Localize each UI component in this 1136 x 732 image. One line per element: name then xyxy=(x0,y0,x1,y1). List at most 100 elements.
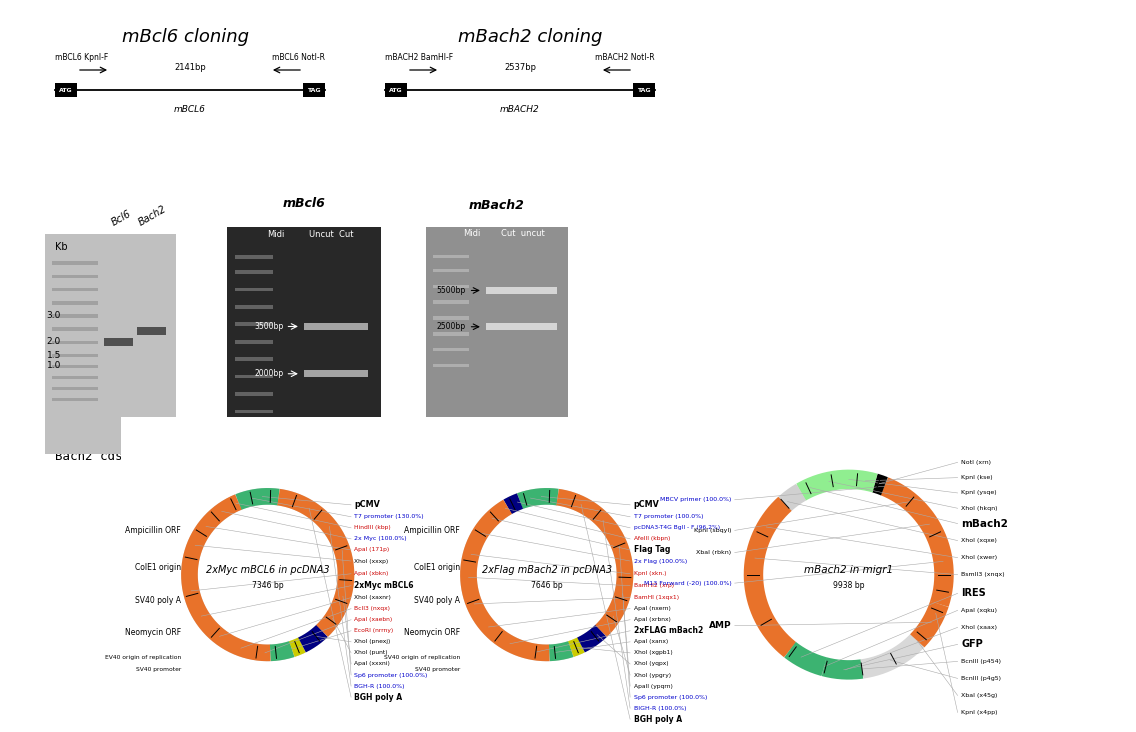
Text: 5500bp: 5500bp xyxy=(436,286,466,295)
Text: pCMV: pCMV xyxy=(354,501,381,509)
Bar xyxy=(433,300,469,304)
Text: 2537bp: 2537bp xyxy=(504,64,536,72)
Text: BGH-R (100.0%): BGH-R (100.0%) xyxy=(354,684,404,689)
Text: T7 promoter (100.0%): T7 promoter (100.0%) xyxy=(634,515,703,519)
Text: mBcl6: mBcl6 xyxy=(283,197,325,210)
Text: 2000bp: 2000bp xyxy=(254,369,284,378)
Text: XbaI (rbkn): XbaI (rbkn) xyxy=(696,550,732,555)
Text: mBACH2 NotI-R: mBACH2 NotI-R xyxy=(595,53,655,61)
Text: SV40 promoter: SV40 promoter xyxy=(135,668,181,673)
Bar xyxy=(486,323,557,330)
Bar xyxy=(486,287,557,294)
Bar xyxy=(304,323,368,330)
Text: Bcl6: Bcl6 xyxy=(109,208,133,228)
Text: AfeIII (kbpn): AfeIII (kbpn) xyxy=(634,537,670,542)
Bar xyxy=(433,332,469,335)
Bar xyxy=(52,288,98,291)
Text: MBCV primer (100.0%): MBCV primer (100.0%) xyxy=(660,497,732,502)
Bar xyxy=(55,83,77,97)
Text: ATG: ATG xyxy=(59,88,73,92)
Bar xyxy=(52,314,98,318)
Text: BGH poly A: BGH poly A xyxy=(354,692,402,701)
Bar xyxy=(304,370,368,378)
Text: EV40 origin of replication: EV40 origin of replication xyxy=(105,654,181,660)
Text: KpnI (xkn.): KpnI (xkn.) xyxy=(634,571,666,576)
Text: Neomycin ORF: Neomycin ORF xyxy=(125,628,181,637)
Text: Bach2 cds : 2520 bp: Bach2 cds : 2520 bp xyxy=(55,450,198,463)
Bar xyxy=(137,327,166,335)
Bar xyxy=(235,357,274,361)
Text: Bcl6 cds : 2124 bp: Bcl6 cds : 2124 bp xyxy=(55,430,190,443)
Text: BcnIII (p4g5): BcnIII (p4g5) xyxy=(961,676,1001,681)
Bar xyxy=(52,397,98,401)
Text: XhoI (xwer): XhoI (xwer) xyxy=(961,555,997,560)
Bar xyxy=(52,261,98,265)
Text: mBach2: mBach2 xyxy=(469,199,525,212)
Text: mBach2: mBach2 xyxy=(961,518,1008,529)
Text: TAG: TAG xyxy=(637,88,651,92)
Text: XhoI (xqxe): XhoI (xqxe) xyxy=(961,538,997,543)
Text: 1.0: 1.0 xyxy=(47,362,61,370)
Text: IRES: IRES xyxy=(961,589,986,598)
Bar xyxy=(385,83,407,97)
Text: mBach2 cloning: mBach2 cloning xyxy=(458,28,602,46)
Text: HindIII (kbp): HindIII (kbp) xyxy=(354,526,391,530)
Text: Bach2: Bach2 xyxy=(136,203,168,228)
Text: BIGH-R (100.0%): BIGH-R (100.0%) xyxy=(634,706,686,711)
Text: XhoI (yqpx): XhoI (yqpx) xyxy=(634,662,668,666)
Text: BGH poly A: BGH poly A xyxy=(634,714,682,724)
Text: BamHI2 (xrp): BamHI2 (xrp) xyxy=(634,583,674,589)
Text: 2500bp: 2500bp xyxy=(436,322,466,332)
Text: 9938 bp: 9938 bp xyxy=(833,581,864,590)
Text: KpnI/NotI: KpnI/NotI xyxy=(279,482,328,493)
Text: 7346 bp: 7346 bp xyxy=(252,581,284,590)
Text: 2.0: 2.0 xyxy=(47,337,61,346)
Text: XhoI (xaax): XhoI (xaax) xyxy=(961,625,997,630)
Text: mBCL6: mBCL6 xyxy=(174,105,206,114)
Text: 2xFlag mBach2 in pcDNA3: 2xFlag mBach2 in pcDNA3 xyxy=(482,565,612,575)
Text: SV40 poly A: SV40 poly A xyxy=(135,596,181,605)
Text: XhoI (ypgry): XhoI (ypgry) xyxy=(634,673,670,678)
Text: T7 promoter (130.0%): T7 promoter (130.0%) xyxy=(354,515,424,519)
Text: Cut  uncut: Cut uncut xyxy=(501,229,544,238)
Text: 2xFLAG mBach2: 2xFLAG mBach2 xyxy=(634,627,703,635)
Text: mBCL6 KpnI-F: mBCL6 KpnI-F xyxy=(55,53,108,61)
Text: KpnI (x4pp): KpnI (x4pp) xyxy=(961,710,997,715)
Text: Sp6 promoter (100.0%): Sp6 promoter (100.0%) xyxy=(354,673,428,678)
Text: ATG: ATG xyxy=(390,88,403,92)
Text: Sp6 promoter (100.0%): Sp6 promoter (100.0%) xyxy=(634,695,707,700)
Bar xyxy=(235,323,274,326)
Text: 1.5: 1.5 xyxy=(47,351,61,359)
Text: Neomycin ORF: Neomycin ORF xyxy=(403,628,460,637)
Text: GFP: GFP xyxy=(961,639,983,649)
Text: ColE1 origin: ColE1 origin xyxy=(135,564,181,572)
Text: mBcl6 cloning: mBcl6 cloning xyxy=(122,28,249,46)
Text: Kb: Kb xyxy=(55,242,67,252)
Text: 2141bp: 2141bp xyxy=(174,64,206,72)
Text: mBCL6 NotI-R: mBCL6 NotI-R xyxy=(272,53,325,61)
Text: BamHI (1xqx1): BamHI (1xqx1) xyxy=(634,595,678,600)
Bar xyxy=(235,375,274,378)
Text: mBach2 in migr1: mBach2 in migr1 xyxy=(804,565,893,575)
Bar xyxy=(433,316,469,320)
Text: KpnI (sbqyl): KpnI (sbqyl) xyxy=(694,528,732,533)
Bar xyxy=(235,340,274,343)
Bar xyxy=(433,348,469,351)
Text: ColE1 origin: ColE1 origin xyxy=(414,564,460,572)
Bar xyxy=(303,83,325,97)
Text: mBACH2 BamHI-F: mBACH2 BamHI-F xyxy=(385,53,453,61)
Text: 2xMyc mBCL6: 2xMyc mBCL6 xyxy=(354,581,414,590)
Text: XhoI (pnexj): XhoI (pnexj) xyxy=(354,639,391,644)
Text: pcDNA3-T4G BglI - F (96.2%): pcDNA3-T4G BglI - F (96.2%) xyxy=(634,526,719,530)
Text: XhoI (xaxnr): XhoI (xaxnr) xyxy=(354,595,391,600)
Bar xyxy=(633,83,655,97)
Bar xyxy=(235,410,274,414)
Text: XhoI (xgpb1): XhoI (xgpb1) xyxy=(634,651,673,655)
Bar xyxy=(52,354,98,357)
Text: ApaI (xxxni): ApaI (xxxni) xyxy=(354,662,391,666)
Bar xyxy=(433,364,469,367)
Text: XhoI (xxxp): XhoI (xxxp) xyxy=(354,559,389,564)
Text: 2x Myc (100.0%): 2x Myc (100.0%) xyxy=(354,537,407,542)
Text: KpnI (kse): KpnI (kse) xyxy=(961,475,993,480)
Text: Ampicillin ORF: Ampicillin ORF xyxy=(125,526,181,535)
